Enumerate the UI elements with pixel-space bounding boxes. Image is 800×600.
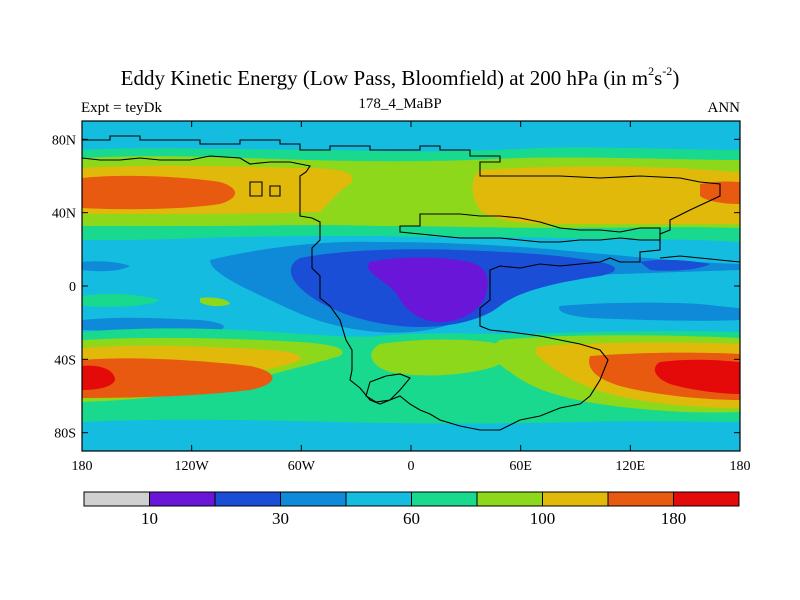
contour-band bbox=[82, 419, 740, 451]
colorbar-swatch bbox=[607, 491, 674, 507]
colorbar-label: 30 bbox=[272, 509, 289, 528]
contour-band bbox=[82, 293, 160, 307]
contour-band bbox=[82, 261, 130, 272]
contour-band bbox=[654, 359, 740, 394]
x-tick-label: 0 bbox=[408, 459, 415, 474]
contour-band bbox=[367, 257, 488, 322]
colorbar-swatch bbox=[280, 491, 347, 507]
y-tick-label: 40S bbox=[54, 353, 76, 368]
colorbar-swatch bbox=[214, 491, 281, 507]
contour-band bbox=[200, 297, 230, 307]
coastlines bbox=[82, 135, 740, 431]
colorbar-swatch bbox=[542, 491, 609, 507]
x-tick-label: 60E bbox=[509, 459, 532, 474]
colorbar-label: 10 bbox=[141, 509, 158, 528]
colorbar-swatch bbox=[673, 491, 740, 507]
colorbar-label: 100 bbox=[530, 509, 556, 528]
y-tick-label: 40N bbox=[52, 207, 76, 222]
contour-band bbox=[82, 175, 235, 210]
colorbar-swatch bbox=[83, 491, 150, 507]
colorbar-swatch bbox=[149, 491, 216, 507]
contour-band bbox=[371, 339, 511, 376]
contour-band bbox=[82, 358, 273, 398]
colorbar: 10 30 60 100 180 bbox=[83, 491, 740, 528]
x-tick-label: 120E bbox=[616, 459, 646, 474]
experiment-label: Expt = teyDk bbox=[81, 100, 162, 116]
colorbar-swatch bbox=[476, 491, 543, 507]
y-tick-label: 80S bbox=[54, 427, 76, 442]
y-tick-label: 80N bbox=[52, 133, 76, 148]
contour-band bbox=[472, 166, 740, 224]
colorbar-swatch bbox=[411, 491, 478, 507]
y-tick-label: 0 bbox=[69, 280, 76, 295]
map-plot-area bbox=[82, 121, 740, 451]
contour-band bbox=[640, 259, 710, 271]
run-label: 178_4_MaBP bbox=[358, 96, 442, 112]
x-axis: 180 120W 60W 0 60E 120E 180 bbox=[72, 121, 751, 474]
x-tick-label: 180 bbox=[72, 459, 93, 474]
x-tick-label: 120W bbox=[175, 459, 210, 474]
colorbar-label: 60 bbox=[403, 509, 420, 528]
season-label: ANN bbox=[707, 100, 741, 116]
colorbar-label: 180 bbox=[661, 509, 687, 528]
contour-band bbox=[397, 393, 584, 423]
chart-title: Eddy Kinetic Energy (Low Pass, Bloomfiel… bbox=[120, 64, 680, 90]
x-tick-label: 180 bbox=[730, 459, 751, 474]
x-tick-label: 60W bbox=[288, 459, 316, 474]
colorbar-swatch bbox=[345, 491, 412, 507]
contour-band bbox=[82, 365, 115, 390]
y-axis: 80N 40N 0 40S 80S bbox=[52, 133, 740, 442]
contour-band bbox=[559, 302, 740, 321]
